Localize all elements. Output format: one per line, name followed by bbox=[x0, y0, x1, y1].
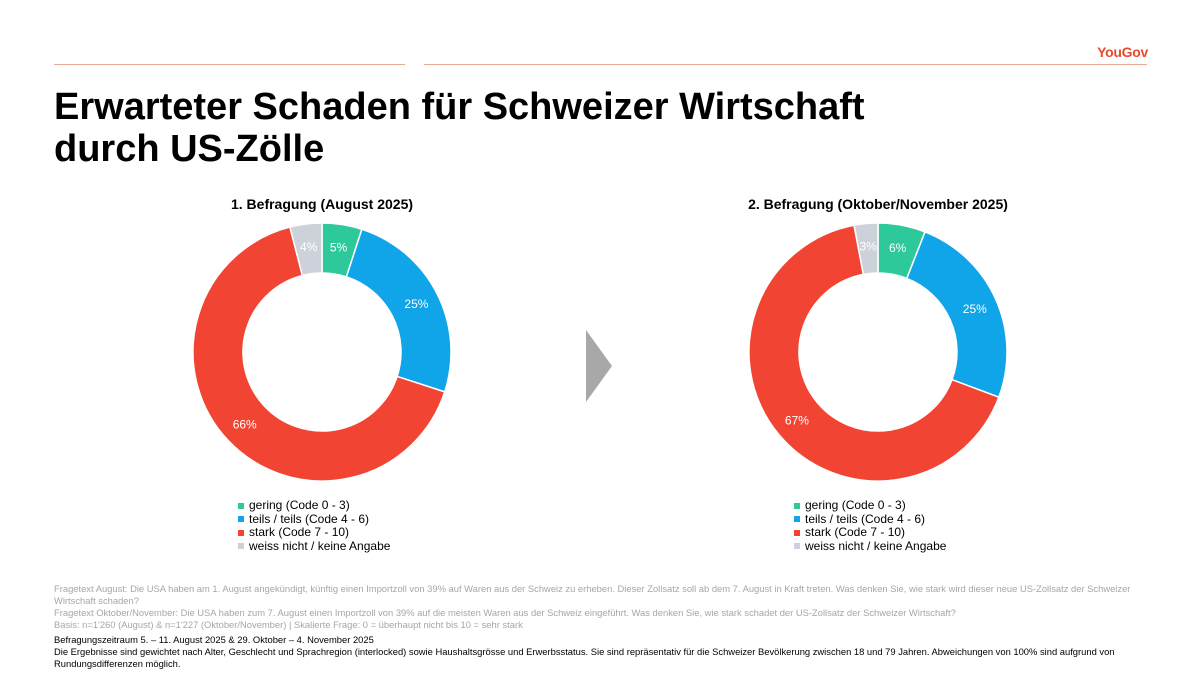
legend-label-stark: stark (Code 7 - 10) bbox=[249, 525, 350, 539]
legend-item-teils: teils / teils (Code 4 - 6) bbox=[238, 511, 390, 527]
legend-marker-stark bbox=[794, 529, 800, 536]
legend-label-stark: stark (Code 7 - 10) bbox=[805, 525, 906, 539]
legend-item-gering: gering (Code 0 - 3) bbox=[794, 498, 946, 513]
data-label-stark: 66% bbox=[233, 418, 257, 432]
note-basis: Basis: n=1'260 (August) & n=1'227 (Oktob… bbox=[54, 619, 523, 630]
legend-item-teils: teils / teils (Code 4 - 6) bbox=[794, 511, 946, 527]
legend-label-teils: teils / teils (Code 4 - 6) bbox=[805, 511, 926, 526]
data-label-weiss-nicht: 3% bbox=[859, 239, 877, 253]
page-title: Erwarteter Schaden für Schweizer Wirtsch… bbox=[54, 86, 1144, 170]
data-label-gering: 6% bbox=[889, 241, 907, 255]
legend-oktober-november: gering (Code 0 - 3) teils / teils (Code … bbox=[794, 498, 947, 554]
donut-slice-stark bbox=[192, 226, 446, 482]
data-label-teils: 25% bbox=[963, 302, 987, 316]
methodology-footer: Befragungszeitraum 5. – 11. August 2025 … bbox=[54, 634, 1154, 670]
legend-label-weiss-nicht: weiss nicht / keine Angabe bbox=[805, 538, 947, 553]
legend-marker-stark bbox=[238, 529, 244, 536]
donut-slice-stark bbox=[748, 224, 1000, 482]
legend-marker-gering bbox=[238, 502, 244, 509]
legend-item-stark: stark (Code 7 - 10) bbox=[794, 525, 946, 540]
legend-item-weiss-nicht: weiss nicht / keine Angabe bbox=[238, 538, 391, 554]
footer-befragungszeitraum: Befragungszeitraum 5. – 11. August 2025 … bbox=[54, 634, 374, 645]
legend-marker-weiss-nicht bbox=[238, 543, 244, 550]
donut-slice-weiss-nicht bbox=[289, 222, 323, 277]
donut-slice-teils bbox=[905, 230, 1008, 399]
legend-label-teils: teils / teils (Code 4 - 6) bbox=[249, 511, 370, 526]
legend-marker-teils bbox=[794, 516, 800, 523]
donut-chart-august: 5% 25% 66% 4% bbox=[192, 222, 452, 482]
data-label-stark: 67% bbox=[785, 413, 809, 427]
legend-item-stark: stark (Code 7 - 10) bbox=[238, 525, 390, 540]
legend-item-gering: gering (Code 0 - 3) bbox=[238, 498, 390, 513]
page-title-line1: Erwarteter Schaden für Schweizer Wirtsch… bbox=[54, 86, 865, 128]
donut-chart-oktober-november: 6% 25% 67% 3% bbox=[748, 222, 1008, 482]
header-rule-right bbox=[424, 64, 1147, 65]
arrow-right-icon bbox=[586, 330, 612, 402]
donut-slice-teils bbox=[345, 228, 452, 393]
legend-label-gering: gering (Code 0 - 3) bbox=[249, 498, 350, 512]
chart-1-title: 1. Befragung (August 2025) bbox=[230, 196, 414, 212]
data-label-teils: 25% bbox=[404, 297, 428, 311]
legend-marker-teils bbox=[238, 516, 244, 523]
donut-slice-weiss-nicht bbox=[853, 222, 879, 276]
legend-label-weiss-nicht: weiss nicht / keine Angabe bbox=[249, 538, 391, 553]
header-rule-left bbox=[54, 64, 405, 65]
page-title-line2: durch US-Zölle bbox=[54, 128, 325, 170]
legend-marker-weiss-nicht bbox=[794, 543, 800, 550]
legend-marker-gering bbox=[794, 502, 800, 509]
note-fragetext-august: Fragetext August: Die USA haben am 1. Au… bbox=[54, 583, 1131, 606]
note-fragetext-oktober: Fragetext Oktober/November: Die USA habe… bbox=[54, 607, 956, 618]
legend-item-weiss-nicht: weiss nicht / keine Angabe bbox=[794, 538, 947, 554]
data-label-gering: 5% bbox=[330, 240, 348, 254]
data-label-weiss-nicht: 4% bbox=[300, 240, 318, 254]
footer-gewichtung: Die Ergebnisse sind gewichtet nach Alter… bbox=[54, 646, 1115, 669]
chart-2-title: 2. Befragung (Oktober/November 2025) bbox=[748, 196, 1008, 212]
yougov-logo: YouGov bbox=[1097, 44, 1148, 60]
legend-label-gering: gering (Code 0 - 3) bbox=[805, 498, 906, 512]
legend-august: gering (Code 0 - 3) teils / teils (Code … bbox=[238, 498, 391, 554]
question-notes: Fragetext August: Die USA haben am 1. Au… bbox=[54, 583, 1154, 631]
